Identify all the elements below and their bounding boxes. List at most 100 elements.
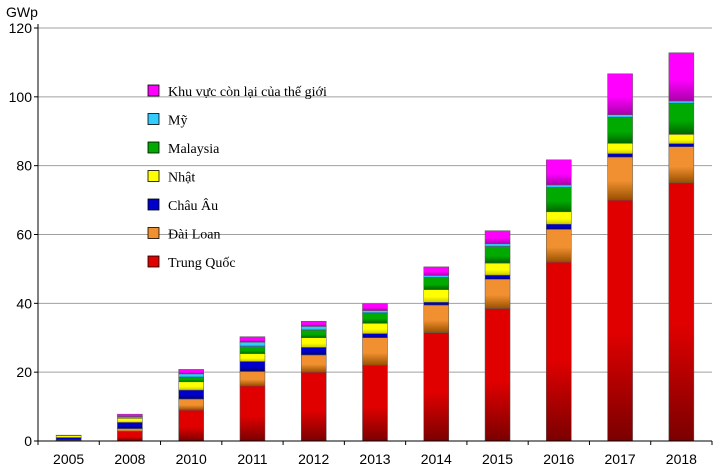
x-tick-label: 2011 — [237, 451, 267, 467]
bar-segment — [362, 312, 388, 324]
y-axis-unit-label: GWp — [6, 4, 38, 20]
bar-segment — [423, 302, 450, 306]
legend-label: Châu Âu — [168, 197, 218, 214]
bar-segment — [178, 369, 204, 375]
legend-item: Khu vực còn lại của thế giới — [147, 84, 327, 100]
x-tick-label: 2010 — [176, 451, 207, 467]
x-tick-label: 2008 — [114, 451, 145, 467]
bar-segment — [484, 230, 511, 245]
bar-segment — [668, 182, 695, 442]
bar-segment — [300, 329, 327, 339]
y-tick-labels: 0 20 40 60 80 100 120 — [9, 20, 33, 449]
bar-segment — [423, 275, 450, 278]
bar-segment — [607, 117, 633, 144]
legend-swatch — [147, 84, 160, 97]
legend-item: Mỹ — [147, 113, 187, 129]
x-tick-label: 2018 — [666, 451, 697, 467]
bar-stack-2015 — [484, 230, 511, 442]
legend-item: Đài Loan — [147, 227, 220, 243]
bar-segment — [423, 277, 450, 290]
bar-segment — [484, 308, 511, 442]
bar-segment — [117, 428, 143, 432]
bar-segment — [668, 146, 695, 184]
bar-stack-2014 — [423, 266, 450, 442]
bar-segment — [239, 336, 266, 343]
bar-segment — [484, 243, 511, 247]
bar-segment — [178, 377, 204, 383]
legend-swatch — [147, 141, 160, 154]
bar-segment — [362, 337, 388, 366]
bar-segment — [239, 371, 266, 387]
bar-segment — [423, 289, 450, 303]
y-tick-label: 0 — [24, 433, 32, 449]
bar-stack-2017 — [607, 73, 633, 442]
y-tick-label: 120 — [9, 20, 33, 36]
legend-item: Châu Âu — [147, 197, 218, 214]
bar-segment — [362, 333, 388, 338]
legend-swatch — [147, 255, 160, 268]
bar-segment — [55, 437, 82, 441]
bar-segment — [668, 100, 695, 104]
bar-segment — [239, 361, 266, 372]
bar-segment — [668, 134, 695, 144]
bar-stack-2011 — [239, 336, 266, 442]
legend-swatch — [147, 227, 160, 239]
bar-segment — [607, 143, 633, 154]
bar-segment — [300, 337, 327, 348]
bar-segment — [484, 278, 511, 309]
bar-stack-2008 — [117, 413, 143, 442]
bar-segment — [546, 223, 572, 230]
legend-label: Khu vực còn lại của thế giới — [168, 85, 327, 100]
y-tick-label: 80 — [16, 158, 32, 174]
x-tick-label: 2015 — [482, 451, 513, 467]
bar-segment — [178, 373, 204, 378]
y-tick-label: 40 — [16, 295, 32, 311]
bar-segment — [300, 354, 327, 373]
x-tick-label: 2016 — [543, 451, 574, 467]
bar-stack-2016 — [546, 159, 572, 442]
x-tick-labels: 2005 2008 2010 2011 2012 2013 2014 2015 2016 2017… — [53, 451, 697, 467]
bar-segment — [423, 304, 450, 333]
bar-segment — [607, 153, 633, 158]
bar-stack-2012 — [300, 320, 327, 442]
legend-swatch — [147, 170, 160, 182]
bar-segment — [668, 103, 695, 135]
legend-label: Trung Quốc — [168, 256, 236, 271]
bar-segment — [423, 332, 450, 442]
bar-segment — [239, 341, 266, 347]
bar-segment — [300, 371, 327, 442]
bar-segment — [546, 229, 572, 263]
bar-stack-2013 — [362, 303, 388, 442]
legend-label: Malaysia — [168, 142, 220, 157]
bar-stack-2005 — [55, 434, 82, 442]
bar-segment — [362, 323, 388, 334]
bar-segment — [362, 303, 388, 311]
legend-label: Đài Loan — [168, 228, 220, 243]
bars — [55, 52, 695, 442]
bar-segment — [117, 418, 143, 423]
bar-segment — [300, 326, 327, 331]
bar-segment — [668, 143, 695, 147]
x-tick-label: 2014 — [421, 451, 452, 467]
legend-label: Mỹ — [168, 114, 187, 129]
legend-swatch — [147, 198, 160, 211]
bar-segment — [607, 73, 633, 115]
bar-segment — [607, 114, 633, 118]
bar-segment — [546, 184, 572, 188]
bar-segment — [239, 385, 266, 442]
bar-segment — [607, 199, 633, 442]
x-tick-label: 2012 — [298, 451, 329, 467]
y-tick-label: 60 — [16, 227, 32, 243]
bar-segment — [117, 422, 143, 429]
y-tick-label: 20 — [16, 364, 32, 380]
legend-label: Nhật — [168, 171, 195, 186]
bar-segment — [546, 211, 572, 225]
bar-segment — [607, 156, 633, 201]
legend-item: Nhật — [147, 170, 195, 186]
bar-segment — [55, 435, 82, 438]
bar-segment — [178, 389, 204, 400]
bar-segment — [668, 52, 695, 102]
bar-segment — [178, 409, 204, 442]
x-tick-label: 2013 — [359, 451, 390, 467]
